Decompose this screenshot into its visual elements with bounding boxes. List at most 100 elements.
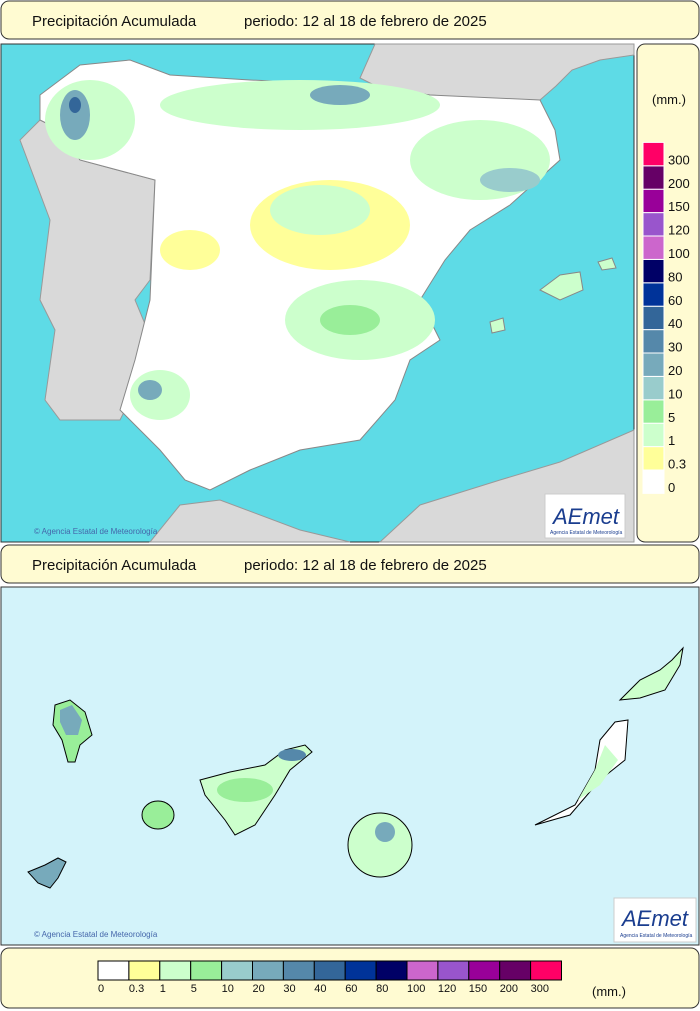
legend-label: 60	[668, 293, 682, 308]
legend-label: 5	[191, 983, 197, 995]
header-box	[0, 0, 700, 40]
credit: © Agencia Estatal de Meteorología	[34, 930, 158, 939]
legend-swatch	[406, 960, 439, 981]
legend-unit: (mm.)	[592, 984, 626, 999]
africa	[148, 499, 351, 543]
precip-area	[69, 97, 81, 113]
legend-swatch	[468, 960, 501, 981]
header-title: Precipitación Acumulada	[32, 557, 197, 574]
legend-label: 10	[668, 386, 682, 401]
horizontal-legend: 0 0.3 1 5 10 20 30 40 60 80 100 120 150 200 300	[97, 960, 562, 995]
legend-label: 80	[376, 983, 388, 995]
mallorca	[539, 271, 584, 301]
ibiza	[489, 317, 506, 334]
canary-map: © Agencia Estatal de Meteorología AEmet …	[0, 586, 700, 946]
legend-label: 20	[253, 983, 265, 995]
legend-label: 100	[407, 983, 425, 995]
legend-swatch	[642, 235, 665, 260]
legend-swatch	[159, 960, 192, 981]
precip-area	[375, 822, 395, 842]
legend-swatch	[642, 329, 665, 354]
legend-swatch	[642, 282, 665, 307]
legend-swatch	[375, 960, 408, 981]
legend-swatch	[642, 422, 665, 448]
vertical-legend: 0 0.3 1 5 10 20 30 40 60 80 100 120 150 200 300	[642, 141, 690, 495]
legend-swatch	[437, 960, 470, 981]
logo: AEmet	[551, 504, 620, 529]
legend-label: 150	[668, 199, 690, 214]
precip-area	[578, 745, 618, 800]
legend-label: 0	[98, 983, 104, 995]
el-hierro	[27, 857, 67, 889]
peninsula-map: © Agencia Estatal de Meteorología AEmet …	[0, 43, 635, 543]
legend-label: 300	[668, 152, 690, 167]
logo-box	[544, 493, 626, 539]
legend-swatch	[499, 960, 532, 981]
menorca	[597, 257, 617, 271]
logo-subtitle: Agencia Estatal de Meteorología	[550, 530, 622, 536]
precip-area	[160, 80, 440, 130]
credit: © Agencia Estatal de Meteorología	[34, 527, 158, 536]
legend-label: 120	[668, 223, 690, 238]
legend-label: 1	[160, 983, 166, 995]
legend-swatch	[642, 469, 665, 494]
legend-label: 120	[438, 983, 456, 995]
legend-label: 300	[531, 983, 549, 995]
precip-area	[278, 749, 306, 761]
header-period: periodo: 12 al 18 de febrero de 2025	[244, 557, 487, 574]
logo-subtitle: Agencia Estatal de Meteorología	[620, 933, 692, 939]
legend-label: 0.3	[129, 983, 144, 995]
lanzarote	[618, 646, 684, 701]
legend-swatch	[642, 258, 665, 284]
precip-area	[320, 305, 380, 335]
header-period: periodo: 12 al 18 de febrero de 2025	[244, 13, 487, 30]
logo-box	[613, 897, 697, 943]
legend-swatch	[642, 188, 665, 214]
legend-swatch	[642, 375, 665, 401]
legend-label: 60	[345, 983, 357, 995]
legend-swatch	[252, 960, 284, 981]
legend-label: 100	[668, 246, 690, 261]
precip-area	[270, 185, 370, 235]
legend-label: 150	[469, 983, 487, 995]
precip-area	[60, 90, 90, 140]
legend-label: 200	[668, 176, 690, 191]
precip-area	[160, 230, 220, 270]
legend-label: 40	[314, 983, 326, 995]
precip-area	[60, 705, 82, 735]
legend-swatch	[221, 960, 254, 981]
legend-label: 30	[283, 983, 295, 995]
legend-label: 80	[668, 269, 682, 284]
precip-area	[217, 778, 273, 802]
header-title: Precipitación Acumulada	[32, 13, 197, 30]
precip-area	[310, 85, 370, 105]
legend-swatch	[642, 212, 665, 237]
legend-label: 20	[668, 363, 682, 378]
legend-swatch	[642, 141, 665, 167]
legend-swatch	[642, 165, 665, 190]
la-gomera	[141, 800, 175, 830]
legend-label: 40	[668, 316, 682, 331]
legend-swatch	[642, 446, 665, 471]
precip-area	[45, 80, 135, 160]
legend-label: 30	[668, 340, 682, 355]
legend-swatch	[128, 960, 161, 981]
legend-swatch	[190, 960, 223, 981]
logo: AEmet	[620, 906, 689, 931]
legend-swatch	[313, 960, 346, 981]
legend-swatch	[642, 399, 665, 424]
legend-swatch	[530, 960, 562, 981]
sea	[0, 586, 700, 946]
header-box	[0, 544, 700, 584]
legend-swatch	[344, 960, 377, 981]
precip-area	[480, 168, 540, 192]
legend-label: 200	[500, 983, 518, 995]
legend-unit: (mm.)	[652, 92, 686, 107]
legend-label: 10	[222, 983, 234, 995]
precip-area	[138, 380, 162, 400]
legend-label: 0	[668, 480, 675, 495]
legend-label: 5	[668, 410, 675, 425]
legend-swatch	[642, 305, 665, 331]
legend-swatch	[282, 960, 315, 981]
legend-swatch	[97, 960, 130, 981]
